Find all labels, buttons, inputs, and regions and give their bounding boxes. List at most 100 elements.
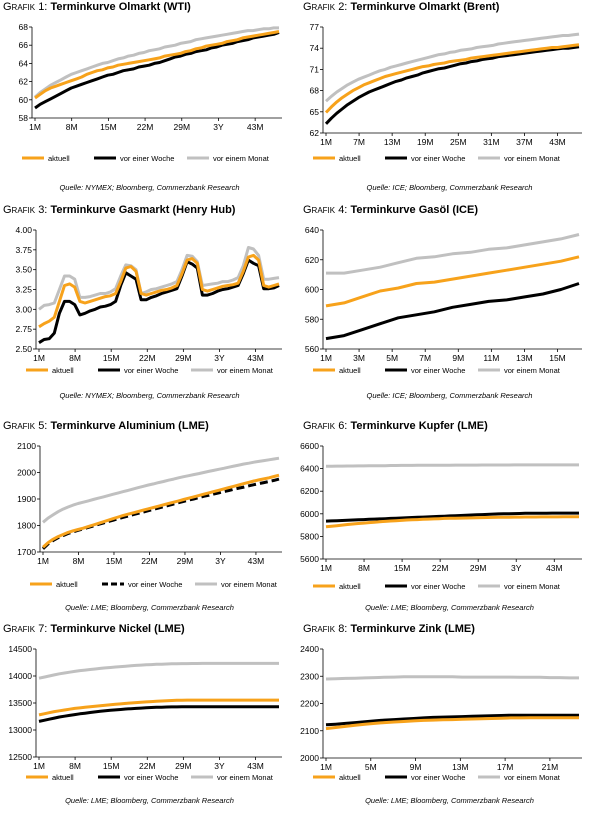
x-tick-label: 3Y (214, 761, 225, 771)
chart-svg: 2.50 2.75 3.00 3.25 3.50 3.75 4.00 1M 8M 15M 22M 29… (15, 225, 282, 375)
y-tick-label: 600 (305, 285, 319, 295)
y-tick-label: 3.25 (15, 285, 32, 295)
legend-label: vor einem Monat (504, 582, 561, 591)
x-tick-label: 1M (320, 353, 332, 363)
x-tick-label: 1M (33, 353, 45, 363)
legend-label: aktuell (339, 154, 361, 163)
x-tick-label: 21M (542, 762, 559, 772)
chart-source: Quelle: ICE; Bloomberg, Commerzbank Rese… (366, 183, 533, 192)
y-tick-label: 62 (310, 128, 320, 138)
legend-label: vor einer Woche (411, 773, 465, 782)
panel-6: Grafik 6: Terminkurve Kupfer (LME) 5600 5… (300, 419, 599, 621)
legend-label: vor einem Monat (217, 773, 274, 782)
x-tick-label: 15M (549, 353, 566, 363)
y-tick-label: 2400 (300, 644, 319, 654)
y-tick-label: 14500 (8, 644, 32, 654)
title-prefix: Grafik (3, 1, 36, 13)
x-tick-label: 13M (384, 137, 401, 147)
x-tick-label: 25M (450, 137, 467, 147)
x-tick-label: 5M (365, 762, 377, 772)
title-prefix: Grafik (3, 204, 36, 216)
title-text: Terminkurve Nickel (LME) (50, 623, 185, 635)
y-tick-label: 66 (19, 40, 29, 50)
y-tick-label: 62 (19, 77, 29, 87)
chart-source: Quelle: LME; Bloomberg, Commerzbank Rese… (65, 796, 234, 805)
chart-title: Grafik 2: Terminkurve Olmarkt (Brent) (303, 1, 499, 13)
chart-title: Grafik 1: Terminkurve Olmarkt (WTI) (3, 1, 191, 13)
series-line-vor-einem-Monat (325, 463, 579, 468)
series-line-vor-einer-Woche (325, 713, 579, 727)
title-number: 4: (338, 204, 348, 216)
title-number: 3: (38, 204, 48, 216)
series-line-vor-einem-Monat (34, 26, 279, 99)
panel-8: Grafik 8: Terminkurve Zink (LME) 2000 210… (300, 622, 599, 824)
title-number: 6: (338, 420, 348, 432)
title-prefix: Grafik (303, 420, 336, 432)
series-line-vor-einer-Woche (38, 705, 279, 723)
series-line-vor-einem-Monat (324, 32, 580, 103)
legend-label: vor einer Woche (128, 580, 182, 589)
x-tick-label: 22M (432, 563, 449, 573)
x-tick-label: 43M (247, 761, 264, 771)
panel-7: Grafik 7: Terminkurve Nickel (LME) 12500… (0, 622, 299, 824)
series-line-aktuell (325, 515, 579, 529)
series-line-vor-einer-Woche (41, 477, 280, 550)
title-number: 1: (38, 1, 48, 13)
x-tick-label: 22M (139, 353, 156, 363)
legend-label: vor einer Woche (411, 154, 465, 163)
y-tick-label: 2.50 (15, 344, 32, 354)
chart-source: Quelle: LME; Bloomberg, Commerzbank Rese… (365, 603, 534, 612)
legend-label: vor einem Monat (504, 154, 561, 163)
title-text: Terminkurve Gasmarkt (Henry Hub) (50, 204, 236, 216)
series-line-aktuell (325, 255, 580, 308)
y-tick-label: 14000 (8, 671, 32, 681)
x-tick-label: 29M (177, 556, 194, 566)
legend-label: aktuell (48, 154, 70, 163)
x-tick-label: 43M (247, 353, 264, 363)
chart-title: Grafik 3: Terminkurve Gasmarkt (Henry Hu… (3, 204, 235, 216)
x-tick-label: 7M (419, 353, 431, 363)
x-tick-label: 29M (173, 122, 190, 132)
y-tick-label: 77 (310, 22, 320, 32)
series-line-aktuell (325, 716, 579, 731)
x-tick-label: 1M (320, 563, 332, 573)
x-tick-label: 19M (417, 137, 434, 147)
legend-label: vor einem Monat (217, 366, 274, 375)
x-tick-label: 1M (37, 556, 49, 566)
y-tick-label: 4.00 (15, 225, 32, 235)
series-line-aktuell (38, 253, 280, 329)
x-tick-label: 22M (137, 122, 154, 132)
title-prefix: Grafik (303, 204, 336, 216)
chart-svg: 5600 5800 6000 6200 6400 6600 1M 8M 15M 22M 29M 3Y 4… (300, 441, 582, 591)
legend-label: aktuell (52, 773, 74, 782)
panel-5: Grafik 5: Terminkurve Aluminium (LME) 17… (0, 419, 299, 621)
y-tick-label: 68 (19, 22, 29, 32)
chart-title: Grafik 5: Terminkurve Aluminium (LME) (3, 420, 209, 432)
x-tick-label: 31M (483, 137, 500, 147)
series-line-vor-einem-Monat (325, 675, 579, 681)
chart-source: Quelle: NYMEX; Bloomberg, Commerzbank Re… (59, 391, 240, 400)
chart-title: Grafik 4: Terminkurve Gasöl (ICE) (303, 204, 478, 216)
chart-source: Quelle: NYMEX; Bloomberg, Commerzbank Re… (59, 183, 240, 192)
panel-4: Grafik 4: Terminkurve Gasöl (ICE) 560 580… (300, 203, 599, 405)
y-tick-label: 1800 (17, 521, 36, 531)
x-tick-label: 29M (175, 761, 192, 771)
chart-svg: 58 60 62 64 66 68 1M 8M 15M 22M 29M 3Y 43M aktuell vor… (19, 22, 282, 163)
chart-svg: 2000 2100 2200 2300 2400 1M 5M 9M 13M 17M 21M aktue… (300, 644, 582, 782)
legend-label: aktuell (56, 580, 78, 589)
title-number: 7: (38, 623, 48, 635)
x-tick-label: 8M (69, 353, 81, 363)
legend-label: aktuell (339, 366, 361, 375)
y-tick-label: 13500 (8, 698, 32, 708)
x-tick-label: 37M (516, 137, 533, 147)
y-tick-label: 5800 (300, 531, 319, 541)
legend-label: vor einer Woche (120, 154, 174, 163)
y-tick-label: 3.50 (15, 265, 32, 275)
x-tick-label: 15M (106, 556, 123, 566)
chart-svg: 12500 13000 13500 14000 14500 1M 8M 15M 22M 29M 3Y… (8, 644, 282, 782)
x-tick-label: 1M (320, 137, 332, 147)
y-tick-label: 65 (310, 107, 320, 117)
x-tick-label: 9M (452, 353, 464, 363)
series-line-vor-einem-Monat (42, 456, 280, 524)
y-tick-label: 64 (19, 58, 29, 68)
